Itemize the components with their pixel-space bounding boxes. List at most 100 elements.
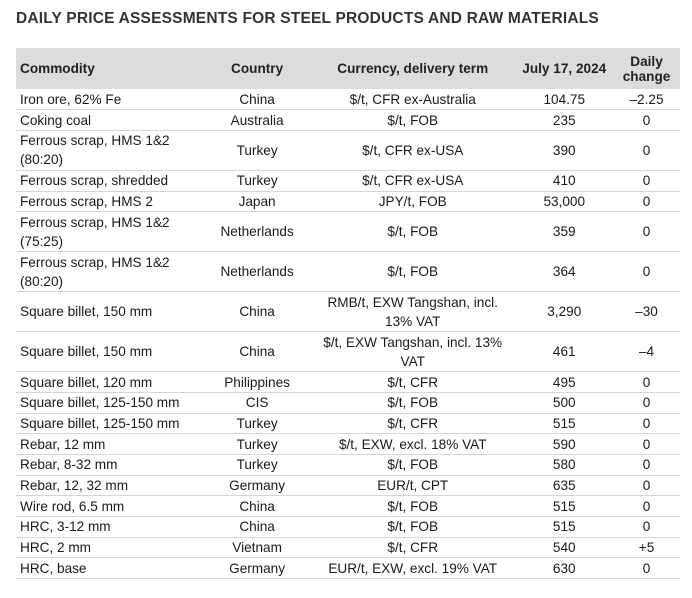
table-row: Square billet, 120 mm Philippines $/t, CFR… — [16, 371, 680, 393]
change-cell: +5 — [613, 537, 680, 559]
header-currency: Currency, delivery term — [337, 61, 489, 76]
table-header: Commodity Country Currency, delivery ter… — [16, 48, 680, 89]
change-cell: –2.25 — [613, 89, 680, 111]
commodity-cell: Rebar, 12, 32 mm — [16, 475, 205, 497]
currency-cell: $/t, FOB — [309, 251, 516, 293]
commodity-cell: HRC, 3-12 mm — [16, 516, 205, 538]
commodity-cell: Square billet, 125-150 mm — [16, 413, 205, 435]
country-cell: Japan — [204, 191, 310, 213]
currency-cell: $/t, FOB — [309, 392, 516, 414]
country-cell: Netherlands — [204, 251, 310, 293]
currency-cell: $/t, FOB — [309, 454, 516, 476]
price-table: Commodity Country Currency, delivery ter… — [16, 48, 680, 580]
price-cell: 461 — [515, 331, 614, 373]
header-change: Daily change — [622, 53, 671, 84]
header-country: Country — [231, 61, 284, 76]
currency-cell: $/t, CFR ex-USA — [309, 170, 516, 192]
commodity-cell: HRC, base — [16, 557, 205, 580]
change-cell: 0 — [613, 516, 680, 538]
currency-cell: $/t, CFR ex-USA — [309, 130, 516, 171]
change-cell: –30 — [613, 291, 680, 333]
country-cell: China — [204, 495, 310, 518]
country-cell: CIS — [204, 392, 310, 414]
country-cell: Netherlands — [204, 211, 310, 253]
change-cell: –4 — [613, 331, 680, 373]
price-cell: 635 — [515, 475, 614, 497]
price-cell: 590 — [515, 433, 614, 455]
country-cell: Turkey — [204, 413, 310, 435]
country-cell: Germany — [204, 475, 310, 497]
change-cell: 0 — [613, 557, 680, 580]
commodity-cell: Rebar, 12 mm — [16, 433, 205, 455]
commodity-cell: Square billet, 120 mm — [16, 371, 205, 393]
change-cell: 0 — [613, 130, 680, 171]
commodity-cell: Square billet, 150 mm — [16, 331, 205, 373]
table-row: HRC, base Germany EUR/t, EXW, excl. 19% VA… — [16, 557, 680, 580]
table-row: Square billet, 150 mm China $/t, EXW Tangs… — [16, 331, 680, 373]
change-cell: 0 — [613, 191, 680, 213]
commodity-cell: Coking coal — [16, 109, 205, 131]
currency-cell: $/t, FOB — [309, 495, 516, 518]
commodity-cell: Wire rod, 6.5 mm — [16, 495, 205, 518]
table-row: HRC, 2 mm Vietnam $/t, CFR 540 +5 — [16, 537, 680, 559]
commodity-cell: Iron ore, 62% Fe — [16, 89, 205, 111]
currency-cell: $/t, FOB — [309, 516, 516, 538]
country-cell: Philippines — [204, 371, 310, 393]
table-row: Ferrous scrap, shredded Turkey $/t, CFR ex… — [16, 170, 680, 192]
table-row: Coking coal Australia $/t, FOB 235 0 — [16, 109, 680, 131]
table-row: Rebar, 12, 32 mm Germany EUR/t, CPT 635 0 — [16, 475, 680, 497]
table-row: Wire rod, 6.5 mm China $/t, FOB 515 0 — [16, 495, 680, 518]
table-row: Square billet, 125-150 mm CIS $/t, FOB 500 0 — [16, 392, 680, 414]
currency-cell: EUR/t, EXW, excl. 19% VAT — [309, 557, 516, 580]
table-body: Iron ore, 62% Fe China $/t, CFR ex-Austral… — [16, 89, 680, 580]
table-row: Square billet, 150 mm China RMB/t, EXW Tan… — [16, 291, 680, 333]
currency-cell: JPY/t, FOB — [309, 191, 516, 213]
change-cell: 0 — [613, 392, 680, 414]
change-cell: 0 — [613, 413, 680, 435]
commodity-cell: Rebar, 8-32 mm — [16, 454, 205, 476]
country-cell: China — [204, 331, 310, 373]
country-cell: China — [204, 89, 310, 111]
price-cell: 3,290 — [515, 291, 614, 333]
currency-cell: $/t, EXW, excl. 18% VAT — [309, 433, 516, 455]
change-cell: 0 — [613, 371, 680, 393]
commodity-cell: Ferrous scrap, HMS 1&2 (80:20) — [16, 130, 205, 171]
currency-cell: $/t, CFR — [309, 413, 516, 435]
price-cell: 53,000 — [515, 191, 614, 213]
country-cell: Turkey — [204, 454, 310, 476]
table-row: Ferrous scrap, HMS 1&2 (80:20) Netherland… — [16, 251, 680, 293]
commodity-cell: HRC, 2 mm — [16, 537, 205, 559]
country-cell: Turkey — [204, 433, 310, 455]
currency-cell: EUR/t, CPT — [309, 475, 516, 497]
price-cell: 235 — [515, 109, 614, 131]
country-cell: Turkey — [204, 130, 310, 171]
change-cell: 0 — [613, 211, 680, 253]
header-date: July 17, 2024 — [522, 61, 607, 76]
currency-cell: $/t, CFR ex-Australia — [309, 89, 516, 111]
country-cell: Vietnam — [204, 537, 310, 559]
table-row: Square billet, 125-150 mm Turkey $/t, CFR 5… — [16, 413, 680, 435]
table-row: Ferrous scrap, HMS 2 Japan JPY/t, FOB 53,00… — [16, 191, 680, 213]
currency-cell: $/t, FOB — [309, 211, 516, 253]
price-cell: 540 — [515, 537, 614, 559]
change-cell: 0 — [613, 433, 680, 455]
price-cell: 500 — [515, 392, 614, 414]
commodity-cell: Ferrous scrap, HMS 1&2 (75:25) — [16, 211, 205, 253]
price-cell: 515 — [515, 413, 614, 435]
country-cell: China — [204, 516, 310, 538]
table-row: Rebar, 12 mm Turkey $/t, EXW, excl. 18% VA… — [16, 433, 680, 455]
currency-cell: RMB/t, EXW Tangshan, incl. 13% VAT — [309, 291, 516, 333]
price-cell: 390 — [515, 130, 614, 171]
change-cell: 0 — [613, 109, 680, 131]
table-row: Rebar, 8-32 mm Turkey $/t, FOB 580 0 — [16, 454, 680, 476]
header-row: Commodity Country Currency, delivery ter… — [16, 48, 680, 89]
change-cell: 0 — [613, 495, 680, 518]
table-row: Ferrous scrap, HMS 1&2 (75:25) Netherland… — [16, 211, 680, 253]
change-cell: 0 — [613, 475, 680, 497]
table-row: HRC, 3-12 mm China $/t, FOB 515 0 — [16, 516, 680, 538]
price-cell: 364 — [515, 251, 614, 293]
change-cell: 0 — [613, 454, 680, 476]
table-row: Ferrous scrap, HMS 1&2 (80:20) Turkey $/t,… — [16, 130, 680, 171]
price-cell: 495 — [515, 371, 614, 393]
currency-cell: $/t, CFR — [309, 371, 516, 393]
